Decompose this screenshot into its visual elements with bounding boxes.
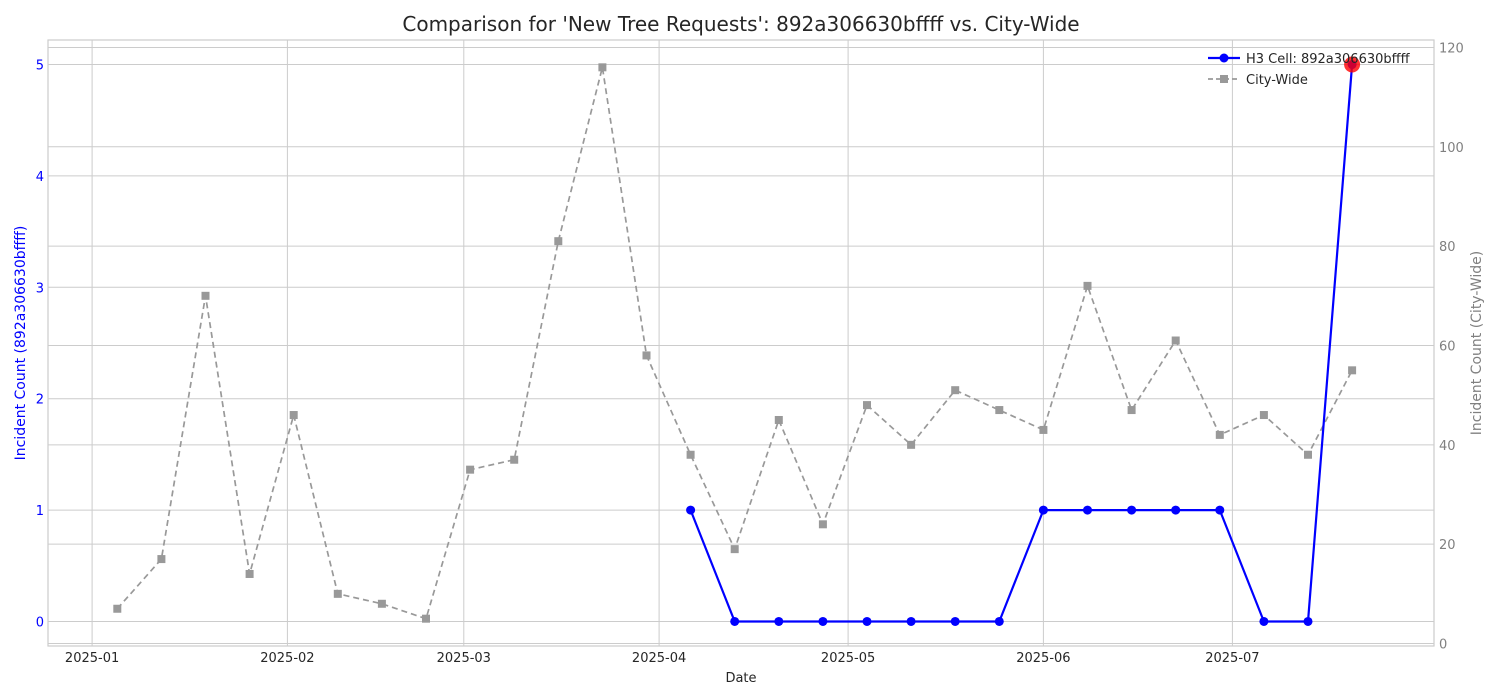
y-left-tick-label: 4 <box>36 170 44 185</box>
x-tick-label: 2025-06 <box>1016 651 1070 666</box>
h3-cell-point <box>686 505 696 515</box>
y-right-tick-label: 60 <box>1439 339 1456 354</box>
citywide-point <box>157 555 166 564</box>
legend: H3 Cell: 892a306630bffff City-Wide <box>1208 52 1411 88</box>
h3-cell-point <box>1038 505 1048 515</box>
citywide-point <box>1259 411 1268 420</box>
h3-cell-point <box>774 616 784 626</box>
h3-cell-point <box>862 616 872 626</box>
citywide-point <box>554 237 563 246</box>
x-axis-label: Date <box>725 671 756 686</box>
citywide-point <box>422 614 430 623</box>
y-left-tick-label: 5 <box>36 59 44 74</box>
h3-cell-line <box>689 64 1354 623</box>
y-right-tick-label: 0 <box>1439 638 1447 653</box>
citywide-point <box>686 450 695 459</box>
h3-cell-point <box>1171 505 1181 515</box>
h3-cell-point <box>730 616 740 626</box>
series-layer <box>113 56 1361 626</box>
h3-cell-point <box>1215 505 1225 515</box>
x-tick-label: 2025-03 <box>437 651 491 666</box>
citywide-point <box>818 520 827 529</box>
citywide-point <box>1215 430 1224 439</box>
legend-label-h3: H3 Cell: 892a306630bffff <box>1246 52 1411 67</box>
citywide-point <box>201 291 210 300</box>
citywide-point <box>1083 281 1092 290</box>
y-left-tick-label: 1 <box>36 504 44 519</box>
h3-cell-point <box>950 616 960 626</box>
citywide-point <box>377 599 386 608</box>
citywide-point <box>245 569 254 578</box>
citywide-point <box>1039 425 1048 434</box>
citywide-point <box>333 589 342 598</box>
citywide-point <box>951 386 960 395</box>
y-right-tick-label: 20 <box>1439 538 1456 553</box>
axis-ticks: 2025-01 2025-02 2025-03 2025-04 2025-05 2025-… <box>36 41 1464 666</box>
citywide-point <box>466 465 475 474</box>
citywide-point <box>774 415 783 424</box>
y-left-tick-label: 3 <box>36 281 44 296</box>
h3-cell-point <box>1127 505 1137 515</box>
plot-frame <box>47 39 1435 647</box>
citywide-point <box>995 406 1004 415</box>
citywide-point <box>289 411 298 420</box>
citywide-point <box>907 440 916 449</box>
h3-cell-point <box>906 616 916 626</box>
citywide-point <box>1171 336 1180 345</box>
citywide-point <box>510 455 519 464</box>
x-tick-label: 2025-07 <box>1205 651 1259 666</box>
x-tick-label: 2025-01 <box>65 651 119 666</box>
chart-title: Comparison for 'New Tree Requests': 892a… <box>402 12 1079 36</box>
grid-lines <box>48 40 1434 646</box>
legend-marker-h3 <box>1219 53 1229 63</box>
citywide-point <box>642 351 651 360</box>
citywide-point <box>730 545 739 554</box>
h3-cell-point <box>994 616 1004 626</box>
citywide-point <box>598 63 607 72</box>
y-right-tick-label: 120 <box>1439 41 1464 56</box>
h3-cell-point <box>818 616 828 626</box>
h3-cell-point <box>1259 616 1269 626</box>
y-right-tick-label: 40 <box>1439 439 1456 454</box>
h3-cell-point <box>1083 505 1092 515</box>
h3-cell-point <box>1303 616 1313 626</box>
y-right-tick-label: 80 <box>1439 240 1456 255</box>
x-tick-label: 2025-05 <box>821 651 875 666</box>
citywide-point <box>1127 406 1136 415</box>
citywide-point <box>113 604 122 613</box>
x-tick-label: 2025-02 <box>260 651 314 666</box>
x-tick-label: 2025-04 <box>632 651 686 666</box>
y-left-tick-label: 2 <box>36 393 44 408</box>
highlight-point <box>1344 56 1361 73</box>
y-axis-right-label: Incident Count (City-Wide) <box>1469 251 1485 435</box>
citywide-point <box>1304 450 1312 459</box>
legend-label-citywide: City-Wide <box>1246 73 1308 88</box>
y-left-tick-label: 0 <box>36 615 44 630</box>
y-axis-left-label: Incident Count (892a306630bffff) <box>13 226 29 461</box>
citywide-point <box>1348 366 1357 375</box>
citywide-point <box>863 401 871 410</box>
y-right-tick-label: 100 <box>1439 141 1464 156</box>
legend-marker-citywide <box>1220 75 1228 83</box>
